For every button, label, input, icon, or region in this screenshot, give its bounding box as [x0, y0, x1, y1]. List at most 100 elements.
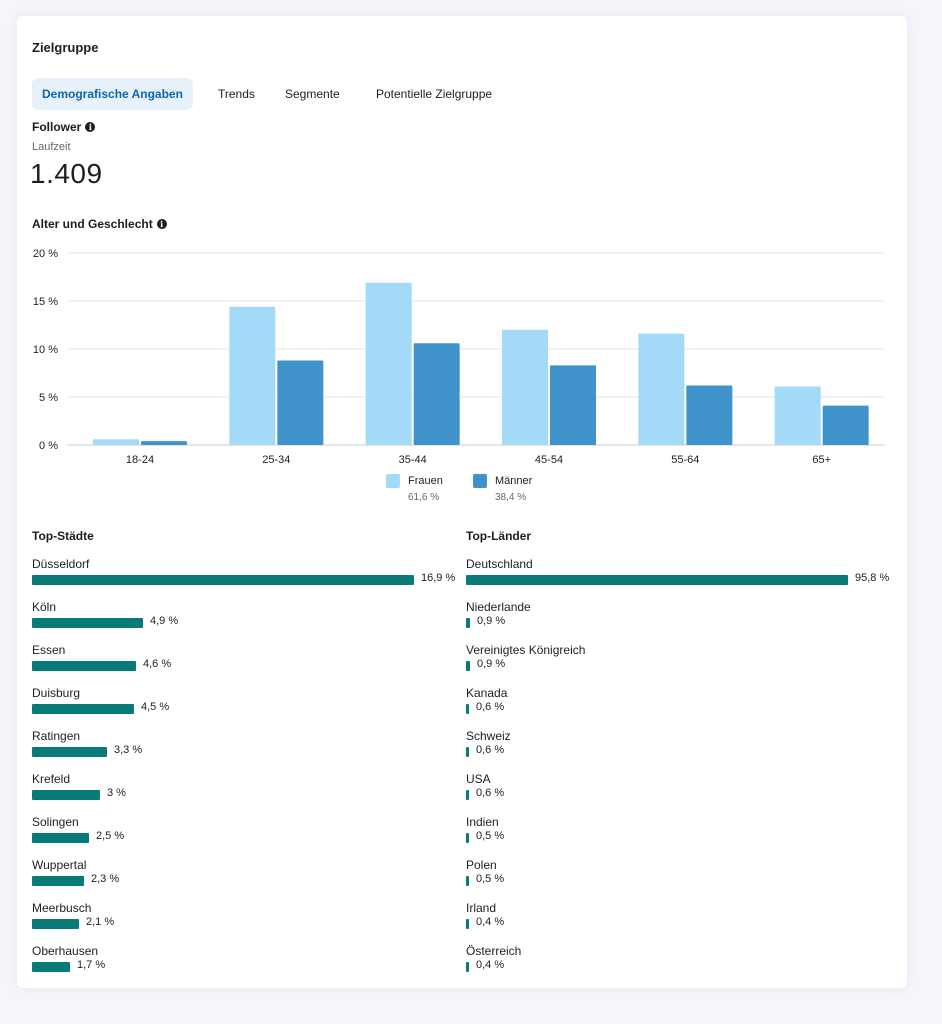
city-pct: 4,5 % [141, 701, 170, 713]
country-name: Polen [466, 858, 497, 872]
country-pct: 0,4 % [476, 916, 505, 928]
followers-count: 1.409 [30, 158, 103, 189]
city-pct: 1,7 % [77, 959, 106, 971]
bar-frauen-55-64[interactable] [638, 333, 685, 445]
city-name: Meerbusch [32, 901, 92, 915]
city-pct: 4,6 % [143, 658, 172, 670]
y-tick-label: 10 % [33, 344, 58, 356]
country-pct: 0,9 % [477, 615, 506, 627]
city-bar [32, 919, 79, 929]
bar-frauen-18-24[interactable] [93, 439, 139, 445]
bar-frauen-65+[interactable] [774, 386, 821, 445]
card-title: Zielgruppe [32, 40, 99, 55]
country-bar [466, 618, 470, 628]
tab-demografische-angaben[interactable]: Demografische Angaben [32, 78, 193, 110]
city-item: Essen 4,6 % [32, 643, 462, 683]
country-item: Kanada 0,6 % [466, 686, 896, 726]
country-item: Indien 0,5 % [466, 815, 896, 855]
city-bar [32, 747, 107, 757]
legend-swatch-maenner [473, 474, 487, 488]
city-item: Köln 4,9 % [32, 600, 462, 640]
country-bar [466, 747, 469, 757]
country-name: USA [466, 772, 491, 786]
city-pct: 4,9 % [150, 615, 179, 627]
legend-pct: 61,6 % [408, 492, 440, 503]
country-item: Österreich 0,4 % [466, 944, 896, 984]
followers-heading: Follower i [32, 120, 96, 134]
country-bar [466, 790, 469, 800]
city-bar [32, 876, 84, 886]
city-bar [32, 575, 414, 585]
country-pct: 0,9 % [477, 658, 506, 670]
top-cities-title: Top-Städte [32, 529, 94, 543]
y-tick-label: 20 % [33, 248, 58, 260]
info-icon[interactable]: i [156, 219, 167, 229]
age-gender-label: Alter und Geschlecht [32, 217, 153, 231]
city-item: Meerbusch 2,1 % [32, 901, 462, 941]
bar-maenner-55-64[interactable] [686, 385, 733, 445]
bar-frauen-35-44[interactable] [365, 282, 412, 445]
x-tick-label: 45-54 [535, 454, 563, 466]
audience-card: Zielgruppe Demografische Angaben Trends … [17, 16, 907, 988]
followers-sublabel: Laufzeit [32, 141, 71, 153]
city-pct: 2,1 % [86, 916, 115, 928]
bar-maenner-25-34[interactable] [277, 360, 324, 445]
tab-trends[interactable]: Trends [218, 87, 255, 101]
country-bar [466, 704, 469, 714]
country-name: Irland [466, 901, 497, 915]
bar-maenner-45-54[interactable] [550, 365, 596, 445]
country-item: Deutschland 95,8 % [466, 557, 896, 597]
country-bar [466, 876, 469, 886]
country-item: Polen 0,5 % [466, 858, 896, 898]
city-item: Solingen 2,5 % [32, 815, 462, 855]
country-item: Schweiz 0,6 % [466, 729, 896, 769]
city-name: Duisburg [32, 686, 81, 700]
city-pct: 16,9 % [421, 572, 456, 584]
city-item: Ratingen 3,3 % [32, 729, 462, 769]
legend-swatch-frauen [386, 474, 400, 488]
y-tick-label: 0 % [39, 440, 58, 452]
city-item: Oberhausen 1,7 % [32, 944, 462, 984]
city-item: Düsseldorf 16,9 % [32, 557, 462, 597]
top-countries-title: Top-Länder [466, 529, 532, 543]
age-gender-chart: 0 % 5 % 10 % 15 % 20 % 18-24 25-34 35-44 45-54 55… [33, 248, 885, 466]
country-bar [466, 833, 469, 843]
country-name: Österreich [466, 944, 522, 958]
city-pct: 3,3 % [114, 744, 143, 756]
tab-potentielle-zielgruppe[interactable]: Potentielle Zielgruppe [376, 87, 493, 101]
info-icon[interactable]: i [85, 122, 96, 132]
city-name: Solingen [32, 815, 79, 829]
bar-maenner-18-24[interactable] [141, 441, 187, 445]
country-bar [466, 661, 470, 671]
country-name: Niederlande [466, 600, 531, 614]
legend-pct: 38,4 % [495, 492, 527, 503]
city-name: Krefeld [32, 772, 71, 786]
tab-segmente[interactable]: Segmente [285, 87, 340, 101]
country-bar [466, 575, 848, 585]
country-pct: 0,6 % [476, 787, 505, 799]
bar-frauen-25-34[interactable] [229, 306, 276, 445]
bar-frauen-45-54[interactable] [502, 329, 548, 445]
city-item: Krefeld 3 % [32, 772, 462, 812]
city-bar [32, 618, 143, 628]
followers-label: Follower [32, 120, 82, 134]
y-tick-label: 15 % [33, 296, 58, 308]
y-tick-label: 5 % [39, 392, 58, 404]
country-pct: 0,5 % [476, 830, 505, 842]
city-bar [32, 790, 100, 800]
bar-maenner-35-44[interactable] [413, 343, 460, 445]
city-item: Wuppertal 2,3 % [32, 858, 462, 898]
x-tick-label: 55-64 [671, 454, 699, 466]
city-name: Düsseldorf [32, 557, 90, 571]
city-bar [32, 661, 136, 671]
x-tick-label: 25-34 [262, 454, 290, 466]
bar-maenner-65+[interactable] [822, 405, 869, 445]
city-name: Oberhausen [32, 944, 99, 958]
city-pct: 2,3 % [91, 873, 120, 885]
city-name: Essen [32, 643, 66, 657]
city-name: Ratingen [32, 729, 81, 743]
country-item: Niederlande 0,9 % [466, 600, 896, 640]
country-pct: 0,6 % [476, 744, 505, 756]
city-name: Köln [32, 600, 57, 614]
country-pct: 0,5 % [476, 873, 505, 885]
